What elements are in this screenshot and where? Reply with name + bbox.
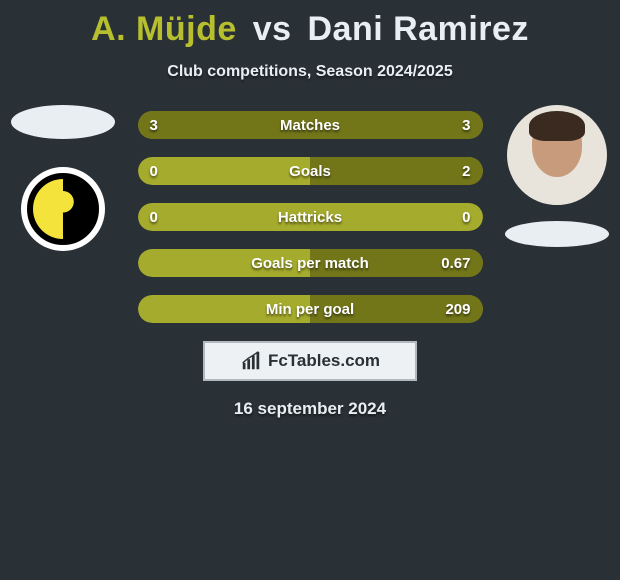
chart-icon xyxy=(240,350,262,372)
stat-value-right: 0 xyxy=(462,203,470,231)
branding-badge: FcTables.com xyxy=(203,341,417,381)
page-title: A. Müjde vs Dani Ramirez xyxy=(0,0,620,49)
stat-value-right: 2 xyxy=(462,157,470,185)
stat-label: Goals per match xyxy=(138,249,483,277)
stat-value-left: 3 xyxy=(150,111,158,139)
stat-label: Hattricks xyxy=(138,203,483,231)
stat-row: Goals0 2 xyxy=(138,157,483,185)
right-player-column xyxy=(502,105,612,247)
stat-row: Matches3 3 xyxy=(138,111,483,139)
branding-text: FcTables.com xyxy=(268,351,380,371)
stat-label: Min per goal xyxy=(138,295,483,323)
stat-label: Matches xyxy=(138,111,483,139)
title-player2: Dani Ramirez xyxy=(308,10,529,48)
player1-club-badge xyxy=(21,167,105,251)
date-text: 16 september 2024 xyxy=(0,399,620,419)
stat-row: Hattricks0 0 xyxy=(138,203,483,231)
left-player-column xyxy=(8,105,118,251)
stat-label: Goals xyxy=(138,157,483,185)
player1-avatar-placeholder xyxy=(11,105,115,139)
stat-bars: Matches33Goals02Hattricks00Goals per mat… xyxy=(138,111,483,323)
comparison-stage: Matches33Goals02Hattricks00Goals per mat… xyxy=(0,111,620,419)
stat-value-left: 0 xyxy=(150,157,158,185)
stat-row: Goals per match0.67 xyxy=(138,249,483,277)
title-vs: vs xyxy=(253,10,292,48)
player2-avatar xyxy=(507,105,607,205)
title-player1: A. Müjde xyxy=(91,10,237,48)
subtitle: Club competitions, Season 2024/2025 xyxy=(0,63,620,81)
stat-row: Min per goal209 xyxy=(138,295,483,323)
stat-value-right: 3 xyxy=(462,111,470,139)
stat-value-right: 209 xyxy=(445,295,470,323)
stat-value-left: 0 xyxy=(150,203,158,231)
stat-value-right: 0.67 xyxy=(441,249,470,277)
player2-club-placeholder xyxy=(505,221,609,247)
